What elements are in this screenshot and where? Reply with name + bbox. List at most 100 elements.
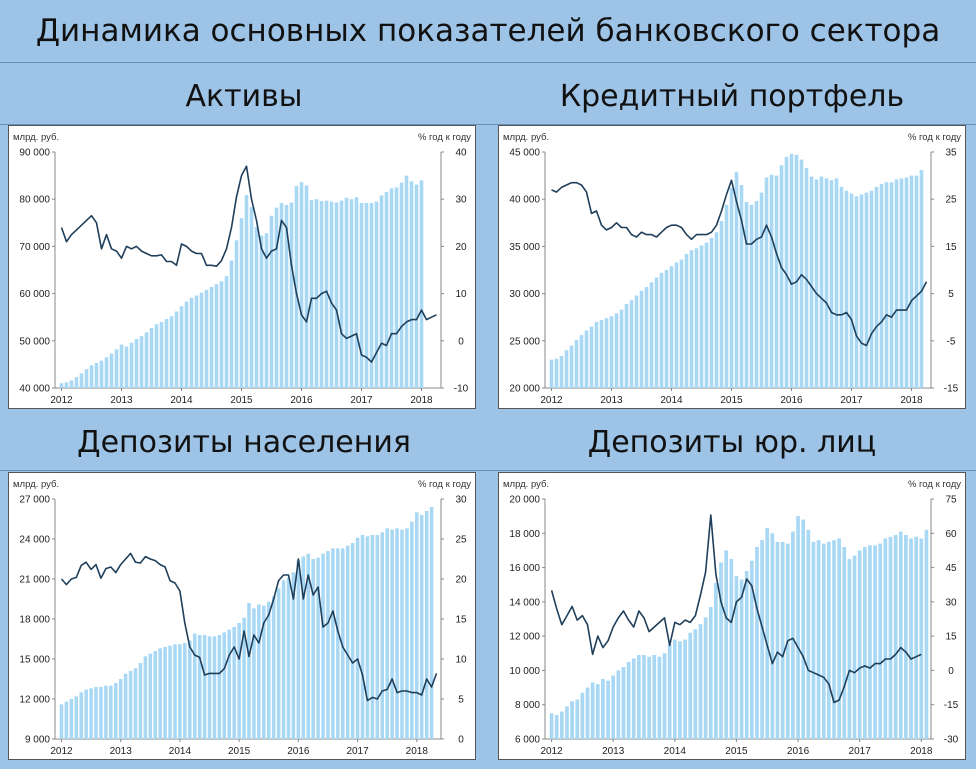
bar (801, 519, 806, 739)
bar (212, 636, 217, 739)
bar (405, 528, 409, 739)
bar (584, 330, 589, 388)
bar (169, 316, 174, 388)
unit-left-label: млрд. руб. (13, 479, 59, 490)
bar (719, 562, 723, 739)
bar (796, 516, 800, 739)
bar (237, 623, 241, 739)
bar (299, 182, 304, 388)
y-left-tick-label: 12 000 (509, 632, 540, 643)
y-left-tick-label: 40 000 (19, 384, 50, 395)
bar (419, 180, 424, 388)
bar (791, 531, 795, 739)
bar (806, 529, 811, 739)
bar (59, 383, 64, 388)
bar (113, 683, 118, 739)
bar (580, 692, 585, 739)
y-right-tick-label: 30 (455, 495, 467, 506)
bar (380, 532, 385, 739)
bar (652, 655, 657, 739)
bar (821, 543, 826, 739)
bar (601, 679, 605, 739)
chart-loans: млрд. руб. % год к году 20 000 25 000 30 000… (503, 132, 961, 406)
y-left-tick-label: 15 000 (19, 655, 50, 666)
y-right-tick-label: 0 (458, 336, 464, 347)
bar (163, 647, 167, 739)
bar (281, 580, 286, 739)
bar (827, 541, 831, 739)
bar (868, 545, 872, 739)
bar (765, 528, 770, 739)
bar (179, 306, 184, 388)
y-left-tick-label: 21 000 (19, 575, 50, 586)
x-tick-label: 2015 (725, 746, 748, 757)
bar (79, 373, 84, 388)
bar (94, 362, 99, 388)
bar (789, 153, 794, 388)
bar (874, 186, 879, 388)
bar (266, 601, 271, 739)
bar (355, 537, 360, 739)
x-tick-label: 2014 (660, 395, 683, 406)
bar (133, 668, 138, 739)
bar (74, 377, 79, 388)
bar (99, 360, 104, 388)
x-tick-label: 2017 (346, 746, 369, 757)
bar (669, 266, 674, 388)
bar (394, 187, 399, 388)
bar (575, 699, 580, 739)
bar (365, 536, 370, 739)
chart-panel-household-deposits: млрд. руб. % год к году 9 000 12 000 15 000 1… (8, 472, 476, 760)
bar (829, 180, 834, 388)
bar (844, 190, 849, 388)
y-right-tick-label: 0 (458, 735, 464, 746)
bar (559, 355, 564, 388)
bar (794, 154, 799, 388)
bar (780, 541, 785, 739)
bar (415, 512, 419, 739)
bar (884, 182, 889, 388)
bar (183, 643, 187, 739)
bar (849, 193, 854, 388)
bar (616, 670, 621, 739)
x-tick-label: 2012 (540, 746, 563, 757)
x-tick-label: 2016 (787, 746, 810, 757)
bar (816, 540, 821, 739)
bar (424, 511, 429, 739)
bar (158, 648, 162, 739)
bar (296, 560, 301, 739)
bar (724, 550, 729, 739)
bar (639, 290, 644, 388)
bar (173, 644, 177, 739)
unit-left-label: млрд. руб. (503, 132, 549, 143)
bar (769, 174, 774, 388)
bar (832, 540, 836, 739)
chart-title-household-deposits: Депозиты населения (77, 424, 411, 460)
bar (919, 169, 924, 388)
bar (306, 553, 310, 739)
bar (759, 192, 764, 388)
bar (104, 357, 109, 388)
bar (749, 560, 754, 739)
bar (857, 550, 862, 739)
bar (604, 318, 609, 388)
bar (350, 543, 355, 739)
y-right-tick-label: 75 (945, 495, 957, 506)
bar (94, 687, 98, 739)
bar (709, 237, 714, 388)
bar (683, 639, 687, 739)
bar (814, 179, 819, 388)
y-left-tick-label: 18 000 (19, 615, 50, 626)
bar (316, 557, 320, 739)
bar (345, 545, 350, 739)
y-right-tick-label: 0 (948, 666, 954, 677)
bar (259, 235, 264, 388)
bar (637, 655, 641, 739)
bar (674, 262, 679, 388)
y-right-tick-label: 60 (945, 529, 957, 540)
bar (779, 165, 784, 388)
bar (184, 301, 189, 388)
bar (202, 635, 207, 739)
bar (554, 715, 559, 739)
bar (644, 286, 649, 388)
